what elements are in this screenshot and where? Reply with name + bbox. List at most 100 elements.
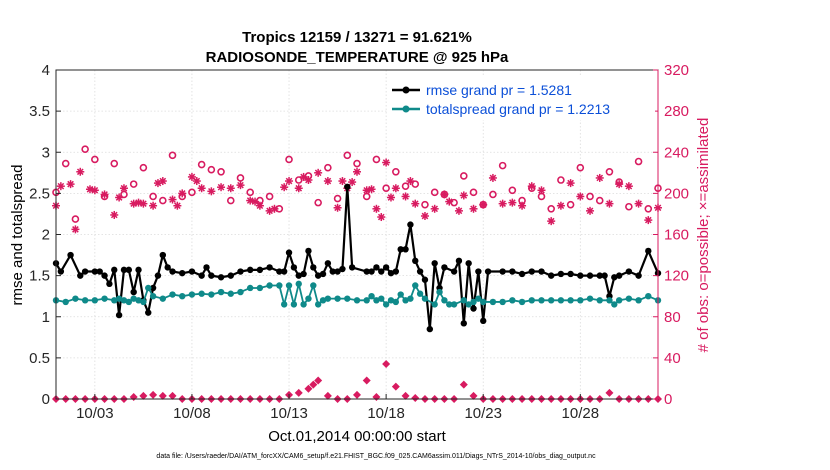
rmse-point: [145, 309, 152, 316]
obs-assimilated-point: [537, 186, 546, 195]
totalspread-point: [577, 297, 584, 304]
x-tick-label: 10/23: [464, 405, 502, 422]
totalspread-point: [217, 288, 225, 296]
obs-possible-point: [566, 200, 575, 209]
obs-possible-point: [91, 155, 99, 164]
rmse-point: [596, 272, 603, 279]
rmse-point: [135, 266, 142, 274]
obs-possible-point: [207, 165, 216, 174]
x-tick-label: 10/28: [562, 405, 600, 422]
obs-possible-point: [489, 190, 497, 199]
obs-possible-point: [547, 204, 555, 213]
totalspread-point: [509, 297, 516, 304]
legend-marker-rmse: [402, 86, 410, 94]
totalspread-point: [475, 295, 482, 302]
rmse-point: [77, 272, 84, 279]
obs-assimilated-point: [469, 204, 478, 213]
totalspread-point: [305, 295, 312, 302]
totalspread-point: [198, 290, 205, 297]
rmse-point: [120, 266, 128, 274]
obs-assimilated-point: [280, 183, 289, 192]
obs-assimilated-point: [246, 196, 255, 205]
obs-assimilated-point: [624, 182, 633, 191]
obs-possible-point: [168, 151, 177, 160]
obs-assimilated-point: [76, 167, 85, 176]
obs-assimilated-point: [304, 176, 313, 185]
obs-assimilated-point: [382, 158, 391, 167]
x-tick-label: 10/03: [76, 405, 114, 422]
rmse-point: [314, 272, 322, 279]
obs-possible-point: [353, 159, 361, 168]
rmse-point: [300, 270, 307, 278]
totalspread-point: [130, 295, 137, 302]
obs-possible-point: [508, 186, 517, 195]
obs-assimilated-point: [527, 182, 536, 191]
totalspread-point: [188, 291, 196, 298]
obs-assimilated-point: [134, 198, 143, 207]
obs-zero-point: [401, 391, 410, 400]
obs-possible-point: [595, 196, 604, 205]
totalspread-point: [397, 291, 404, 298]
right-tick-label: 120: [664, 268, 689, 285]
rmse-point: [547, 272, 555, 279]
totalspread-point: [378, 295, 385, 302]
obs-assimilated-point: [90, 186, 99, 195]
obs-assimilated-point: [353, 167, 361, 176]
obs-assimilated-point: [566, 179, 575, 188]
totalspread-point: [441, 297, 448, 304]
rmse-point: [280, 268, 288, 275]
series-layer: [52, 145, 662, 403]
rmse-point: [378, 268, 385, 275]
totalspread-point: [314, 301, 322, 308]
obs-assimilated-point: [411, 199, 420, 208]
totalspread-point: [246, 284, 254, 292]
right-tick-label: 40: [664, 350, 681, 367]
obs-assimilated-point: [314, 168, 323, 177]
totalspread-point: [353, 297, 361, 304]
rmse-point: [601, 272, 608, 279]
totalspread-point: [319, 297, 327, 304]
rmse-point: [115, 311, 123, 319]
rmse-point: [96, 268, 103, 275]
obs-assimilated-point: [595, 173, 604, 182]
totalspread-point: [208, 291, 215, 298]
obs-possible-point: [129, 180, 138, 188]
obs-assimilated-point: [158, 177, 167, 186]
obs-zero-point: [309, 380, 318, 389]
rmse-point: [441, 264, 448, 271]
totalspread-point: [382, 301, 390, 308]
legend-label-spread: totalspread grand pr = 1.2213: [426, 101, 610, 117]
totalspread-point: [295, 280, 302, 288]
totalspread-point: [470, 298, 477, 306]
obs-possible-point: [324, 163, 332, 172]
totalspread-point: [101, 295, 108, 302]
right-tick-label: 280: [664, 103, 689, 120]
obs-assimilated-point: [217, 183, 226, 192]
totalspread-point: [72, 295, 79, 302]
rmse-point: [101, 272, 108, 279]
rmse-point: [635, 272, 642, 279]
right-tick-label: 160: [664, 227, 689, 244]
obs-assimilated-point: [362, 186, 371, 195]
obs-zero-point: [353, 390, 361, 399]
obs-possible-point: [188, 188, 196, 197]
obs-assimilated-point: [454, 206, 463, 215]
obs-possible-point: [586, 192, 594, 201]
obs-zero-point: [323, 391, 332, 400]
rmse-point: [373, 264, 380, 271]
obs-assimilated-point: [110, 210, 119, 219]
obs-zero-point: [469, 391, 478, 400]
rmse-point: [470, 305, 477, 312]
obs-assimilated-point: [197, 184, 206, 193]
rmse-point: [285, 249, 293, 256]
rmse-point: [106, 280, 113, 288]
totalspread-point: [285, 282, 293, 289]
obs-zero-point: [168, 391, 177, 400]
obs-assimilated-point: [518, 201, 527, 210]
chart-title-line-1: Tropics 12159 / 13271 = 91.621%: [242, 29, 472, 46]
totalspread-point: [416, 290, 424, 297]
obs-assimilated-point: [333, 203, 342, 212]
totalspread-point: [300, 301, 307, 308]
totalspread-point: [412, 282, 419, 289]
totalspread-point: [499, 298, 506, 306]
